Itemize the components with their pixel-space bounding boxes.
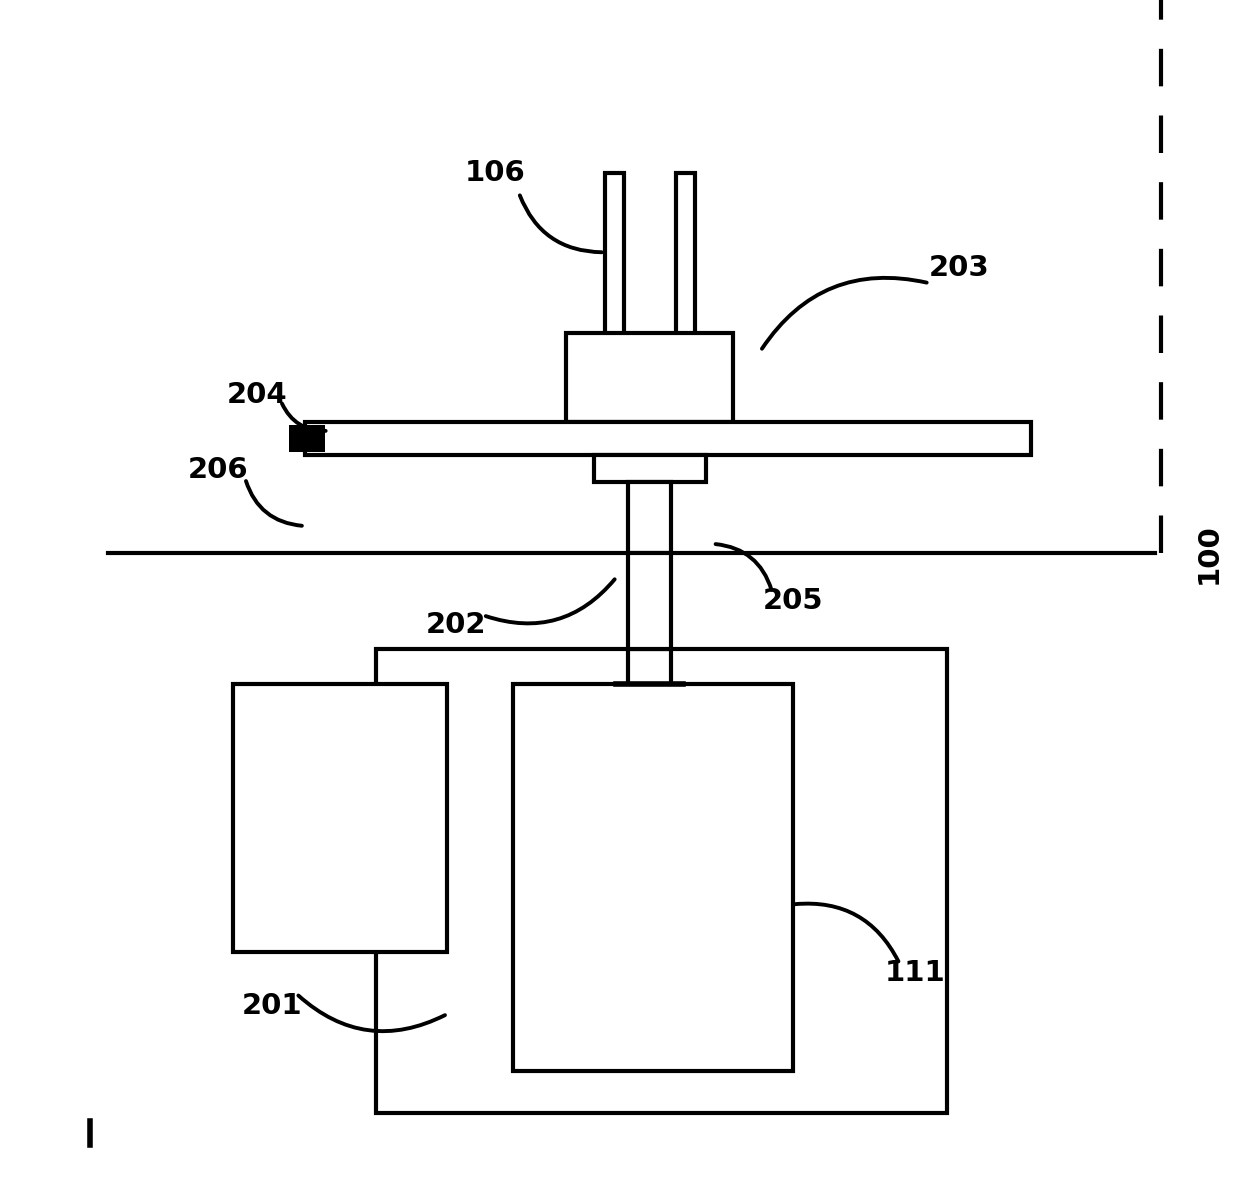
Text: 111: 111 (885, 959, 945, 988)
Bar (629, 482, 671, 553)
Text: 100: 100 (1195, 522, 1223, 584)
Bar (594, 455, 706, 482)
Text: 204: 204 (227, 381, 288, 409)
Text: 106: 106 (465, 158, 526, 187)
Bar (233, 684, 448, 952)
Text: 202: 202 (425, 610, 486, 639)
Text: 206: 206 (187, 456, 248, 484)
Bar (629, 553, 671, 649)
Bar (676, 173, 694, 339)
Bar (376, 649, 947, 1113)
Bar (513, 684, 792, 1071)
Text: 201: 201 (242, 991, 303, 1020)
Bar (567, 333, 733, 422)
Bar (305, 422, 1030, 455)
Text: 203: 203 (929, 253, 990, 282)
Text: 205: 205 (763, 587, 823, 615)
Bar (289, 425, 325, 452)
Bar (605, 173, 624, 339)
